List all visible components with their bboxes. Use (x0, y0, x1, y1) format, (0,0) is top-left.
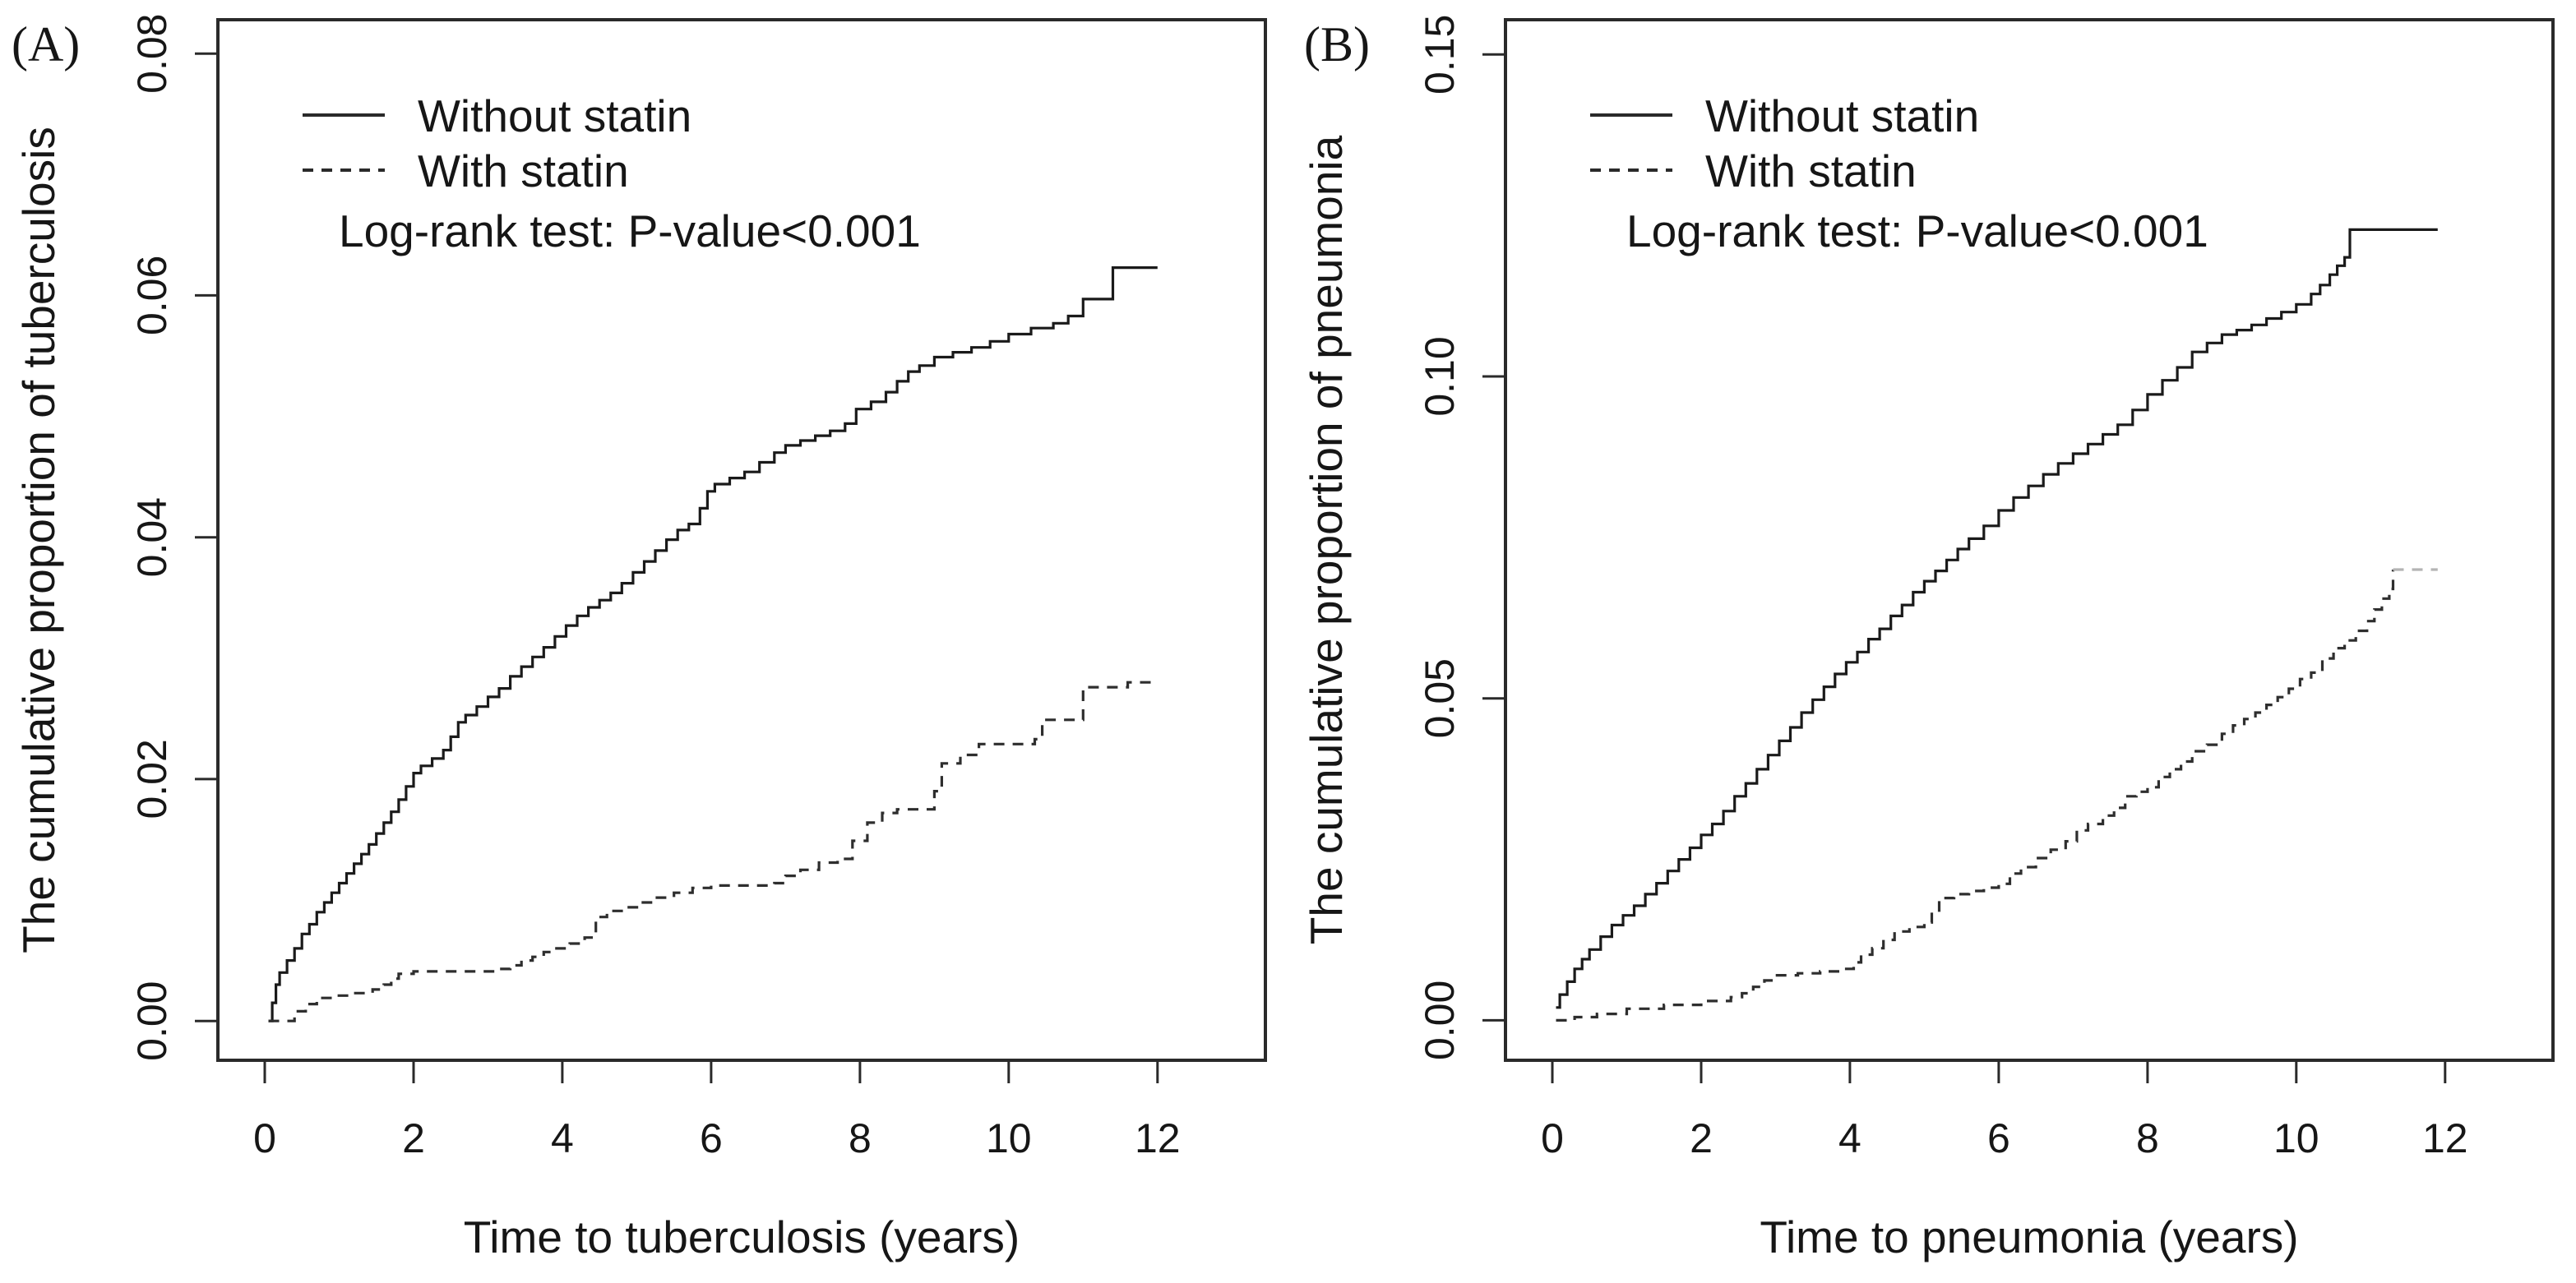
y-tick-label: 0.06 (129, 256, 175, 335)
km-chart-pneumonia: 0 2 4 6 8 10 12 0.00 0.05 0.10 0.15 (B) The cumula… (1301, 15, 2555, 1262)
x-tick-label: 0 (1541, 1115, 1564, 1161)
plot-border (216, 18, 1267, 1062)
y-tick-label: 0.02 (129, 739, 175, 819)
y-tick-label: 0.05 (1417, 658, 1463, 738)
x-tick-label: 12 (1135, 1115, 1181, 1161)
x-tick-label: 10 (2273, 1115, 2319, 1161)
x-tick-label: 2 (1690, 1115, 1713, 1161)
legend-label-with-statin: With statin (1705, 145, 1917, 196)
plot-border (1504, 18, 2555, 1062)
y-axis-title: The cumulative proportion of tuberculosi… (13, 127, 64, 953)
panel-label: (A) (12, 17, 80, 72)
x-axis-title: Time to tuberculosis (years) (464, 1211, 1020, 1262)
logrank-annotation: Log-rank test: P-value<0.001 (339, 205, 921, 256)
x-tick-label: 10 (986, 1115, 1032, 1161)
legend-label-without-statin: Without statin (418, 90, 691, 141)
plot-area: 0 2 4 6 8 10 12 0.00 0.02 0.04 0.06 0.08 (129, 14, 1267, 1161)
y-axis-ticks: 0.00 0.02 0.04 0.06 0.08 (129, 14, 218, 1061)
plot-area: 0 2 4 6 8 10 12 0.00 0.05 0.10 0.15 (1417, 15, 2555, 1161)
series-with-statin (1556, 570, 2395, 1022)
y-axis-title: The cumulative proportion of pneumonia (1301, 135, 1352, 944)
x-tick-label: 6 (1987, 1115, 2010, 1161)
km-chart-tuberculosis: 0 2 4 6 8 10 12 0.00 0.02 0.04 0.06 0.08 (A) The cu… (12, 14, 1267, 1262)
panel-pneumonia: 0 2 4 6 8 10 12 0.00 0.05 0.10 0.15 (B) The cumula… (1288, 0, 2575, 1283)
legend-label-without-statin: Without statin (1705, 90, 1979, 141)
y-tick-label: 0.00 (129, 981, 175, 1061)
x-axis-title: Time to pneumonia (years) (1760, 1211, 2298, 1262)
x-tick-label: 0 (253, 1115, 276, 1161)
x-tick-label: 6 (700, 1115, 723, 1161)
x-tick-label: 4 (551, 1115, 574, 1161)
series-with-statin (268, 681, 1158, 1022)
y-tick-label: 0.10 (1417, 336, 1463, 416)
panel-label: (B) (1304, 17, 1370, 72)
x-tick-label: 2 (402, 1115, 425, 1161)
y-axis-ticks: 0.00 0.05 0.10 0.15 (1417, 15, 1505, 1060)
x-tick-label: 8 (849, 1115, 872, 1161)
x-axis-ticks: 0 2 4 6 8 10 12 (1541, 1060, 2468, 1161)
x-axis-ticks: 0 2 4 6 8 10 12 (253, 1060, 1181, 1161)
legend-label-with-statin: With statin (418, 145, 629, 196)
x-tick-label: 8 (2136, 1115, 2159, 1161)
y-tick-label: 0.04 (129, 497, 175, 577)
y-tick-label: 0.00 (1417, 981, 1463, 1060)
y-tick-label: 0.15 (1417, 15, 1463, 95)
series-without-statin (268, 266, 1158, 1022)
y-tick-label: 0.08 (129, 14, 175, 94)
panel-tuberculosis: 0 2 4 6 8 10 12 0.00 0.02 0.04 0.06 0.08 (A) The cu… (12, 14, 1267, 1262)
series-without-statin (1556, 228, 2438, 1009)
x-tick-label: 12 (2422, 1115, 2468, 1161)
logrank-annotation: Log-rank test: P-value<0.001 (1626, 205, 2208, 256)
x-tick-label: 4 (1838, 1115, 1861, 1161)
